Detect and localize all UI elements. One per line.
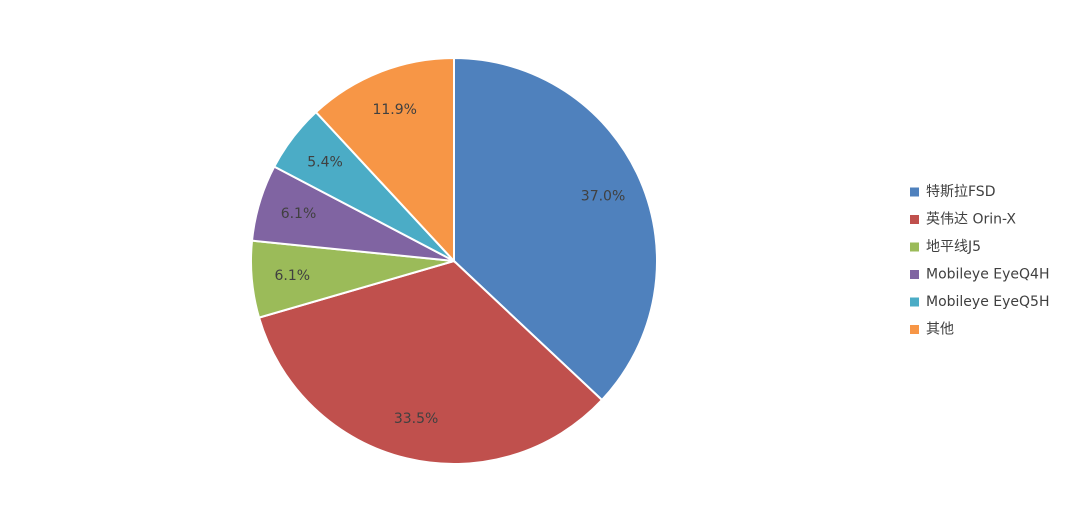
data-label: 11.9% xyxy=(372,102,416,118)
legend-label: Mobileye EyeQ4H xyxy=(926,267,1049,283)
legend-swatch xyxy=(910,215,919,224)
data-label: 6.1% xyxy=(281,206,317,222)
legend-swatch xyxy=(910,187,919,197)
data-label: 37.0% xyxy=(581,189,625,205)
legend-swatch xyxy=(910,297,919,307)
data-label: 33.5% xyxy=(394,411,438,427)
legend-label: Mobileye EyeQ5H xyxy=(926,294,1049,310)
legend-label: 地平线J5 xyxy=(926,239,981,255)
legend-label: 英伟达 Orin-X xyxy=(926,211,1016,228)
pie-slice xyxy=(257,259,604,465)
legend-label: 特斯拉FSD xyxy=(926,184,995,200)
legend-swatch xyxy=(910,242,919,252)
pie-slice xyxy=(314,56,455,264)
pie-slice xyxy=(453,56,658,402)
data-label: 5.4% xyxy=(307,154,343,170)
legend-swatch xyxy=(910,270,919,279)
data-label: 6.1% xyxy=(274,268,310,284)
legend-label: 其他 xyxy=(926,322,954,338)
legend-swatch xyxy=(910,325,919,334)
